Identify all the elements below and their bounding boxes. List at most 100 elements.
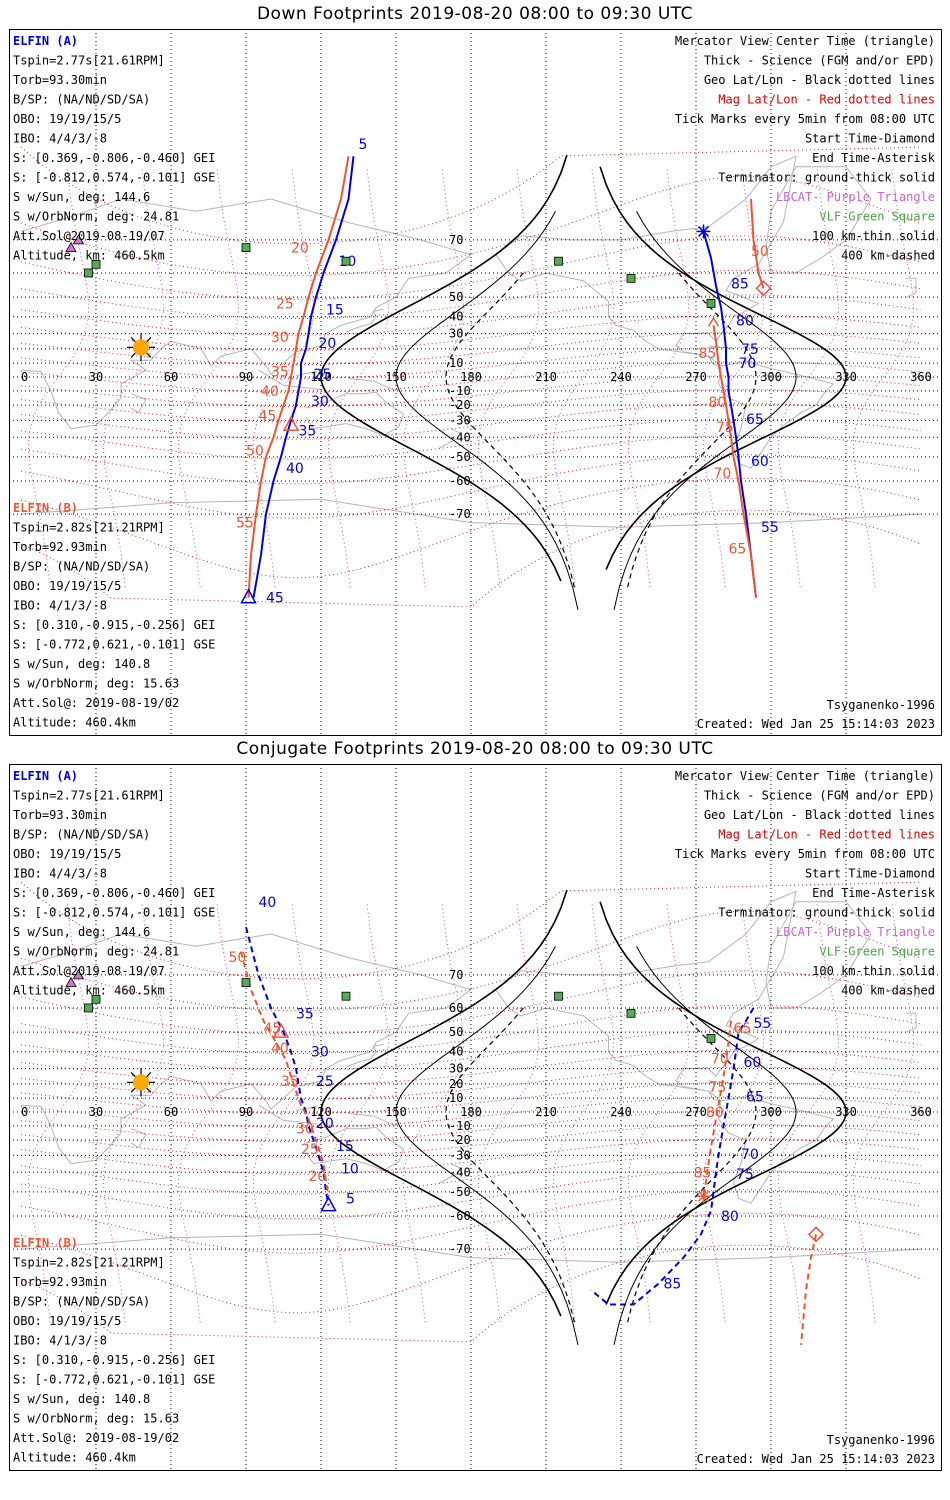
elfin-b-info: OBO: 19/19/15/5 (13, 1314, 121, 1328)
terminator-west (320, 889, 568, 1317)
terminator-100km-east (613, 211, 797, 611)
elfin-a-info: Att.Sol@2019-08-19/07 (13, 964, 165, 978)
vlf-station-square (554, 256, 563, 266)
coastline (438, 428, 462, 450)
track-tick-label: 30 (296, 1122, 314, 1138)
track-tick-label: 75 (716, 420, 734, 436)
terminator-400km-east (627, 1007, 757, 1323)
mag-parallel (20, 361, 922, 393)
vlf-station-square (706, 1034, 716, 1043)
coastline (258, 369, 322, 390)
mag-parallel (20, 1138, 922, 1175)
elfin-b-info: Tspin=2.82s[21.21RPM] (13, 1256, 165, 1270)
lon-tick-label: 210 (535, 370, 557, 384)
elfin-b-info: B/SP: (NA/ND/SD/SA) (13, 1295, 150, 1309)
elfin-a-info: Tspin=2.77s[21.61RPM] (13, 54, 165, 68)
coastline (345, 308, 384, 333)
map-frame (9, 764, 942, 1471)
track-tick-label: 15 (326, 302, 344, 318)
track-tick-label: 75 (709, 1080, 727, 1096)
lat-tick-label: -50 (449, 1185, 471, 1199)
legend-line: Mag Lat/Lon - Red dotted lines (718, 828, 935, 842)
elfin-a-info: B/SP: (NA/ND/SD/SA) (13, 828, 150, 842)
conjugate-footprints-map: 0 30 60 90 120 150 180 210 240 270 300 330 360 70 60 50… (9, 764, 942, 1471)
footprint-track (702, 1020, 732, 1197)
track-tick-label: 85 (731, 276, 749, 292)
elfin-a-info: S: [0.369,-0.806,-0.460] GEI (13, 151, 215, 165)
elfin-a-info: S w/Sun, deg: 144.6 (13, 190, 150, 204)
lat-tick-label: 10 (449, 1091, 463, 1105)
vlf-station-square (241, 978, 251, 988)
track-tick-label: 25 (276, 296, 294, 312)
track-tick-label: 65 (746, 1090, 764, 1106)
track-tick-label: 5 (359, 137, 368, 153)
lon-tick-label: 360 (910, 370, 932, 384)
subsolar-sun-icon (127, 333, 155, 362)
subsolar-sun-icon (127, 1068, 155, 1097)
legend-line: Geo Lat/Lon - Black dotted lines (704, 73, 935, 87)
track-tick-label: 70 (741, 1147, 759, 1163)
elfin-a-info: S w/OrbNorm, deg: 24.81 (13, 210, 179, 224)
coastline (708, 1080, 734, 1085)
elfin-a-info: S: [-0.812,0.574,-0.101] GSE (13, 171, 215, 185)
legend-line: Terminator: ground-thick solid (718, 171, 935, 185)
coastline (20, 1233, 922, 1263)
legend-line: Thick - Science (FGM and/or EPD) (704, 54, 935, 68)
elfin-b-info: S: [-0.772,0.621,-0.101] GSE (13, 638, 215, 652)
track-tick-label: 40 (259, 895, 277, 911)
end-time-asterisk (696, 1189, 711, 1204)
elfin-b-info: Torb=92.93min (13, 1275, 107, 1289)
mag-parallel (20, 1096, 922, 1128)
mag-parallel (20, 881, 922, 980)
elfin-b-info: S: [0.310,-0.915,-0.256] GEI (13, 618, 215, 632)
center-time-triangle (320, 1196, 337, 1212)
mag-parallel (20, 509, 922, 608)
mag-parallel (20, 375, 922, 408)
track-tick-label: 50 (246, 444, 264, 460)
lat-tick-label: -60 (449, 474, 471, 488)
elfin-b-info: S: [-0.772,0.621,-0.101] GSE (13, 1373, 215, 1387)
created-timestamp: Created: Wed Jan 25 15:14:03 2023 (697, 717, 935, 731)
track-tick-label: 85 (699, 346, 717, 362)
lon-tick-label: 270 (685, 370, 707, 384)
legend-line: Thick - Science (FGM and/or EPD) (704, 789, 935, 803)
elfin-a-info: Altitude, km: 460.5km (13, 984, 165, 998)
track-tick-label: 10 (341, 1162, 359, 1178)
elfin-a-info: IBO: 4/4/3/-8 (13, 132, 107, 146)
legend-line: 400 km-dashed (841, 984, 935, 998)
lat-tick-label: 30 (449, 1062, 463, 1076)
track-tick-label: 70 (714, 466, 732, 482)
elfin-a-info: Tspin=2.77s[21.61RPM] (13, 789, 165, 803)
start-time-diamond (755, 280, 772, 297)
vlf-station-square (554, 991, 563, 1001)
down-panel-title: Down Footprints 2019-08-20 08:00 to 09:3… (256, 4, 694, 24)
elfin-b-info: Att.Sol@: 2019-08-19/02 (13, 1431, 179, 1445)
lat-tick-label: 70 (449, 968, 463, 982)
lon-tick-label: 150 (385, 1105, 407, 1119)
elfin-a-info: Att.Sol@2019-08-19/07 (13, 229, 165, 243)
legend-line: Mercator View Center Time (triangle) (675, 34, 935, 48)
lbcat-triangle (65, 241, 77, 253)
lon-tick-label: 30 (89, 1105, 103, 1119)
legend-line: LBCAT- Purple Triangle (776, 190, 935, 204)
track-tick-label: 80 (721, 1209, 739, 1225)
terminator-100km-east (613, 946, 797, 1346)
lon-tick-label: 120 (310, 370, 332, 384)
legend-line: End Time-Asterisk (812, 886, 936, 900)
mag-parallel (20, 346, 922, 379)
lat-tick-label: 40 (449, 310, 463, 324)
track-tick-label: 75 (736, 1167, 754, 1183)
lat-tick-label: 30 (449, 327, 463, 341)
track-tick-label: 25 (301, 1142, 319, 1158)
map-layer (9, 29, 942, 736)
lon-tick-label: 90 (239, 1105, 253, 1119)
track-tick-label: 65 (746, 412, 764, 428)
mag-parallel (20, 1189, 922, 1254)
elfin-b-info: OBO: 19/19/15/5 (13, 579, 121, 593)
lat-tick-label: 60 (449, 1001, 463, 1015)
lon-tick-label: 360 (910, 1105, 932, 1119)
elfin-a-info: Torb=93.30min (13, 808, 107, 822)
vlf-station-square (341, 991, 351, 1001)
coastline (130, 393, 147, 414)
lat-tick-label: -40 (449, 1165, 471, 1179)
